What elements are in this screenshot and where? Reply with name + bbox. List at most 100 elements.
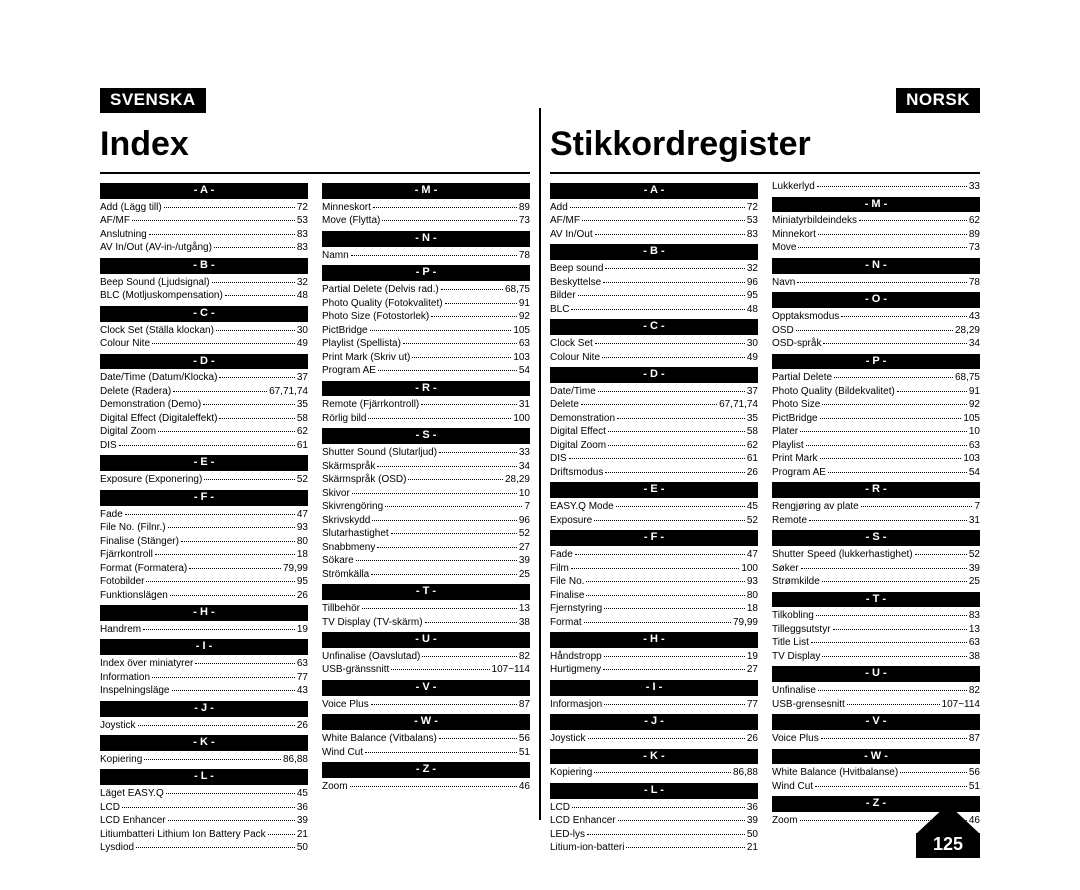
entry-page: 56 xyxy=(519,732,530,746)
entry-term: Inspelningsläge xyxy=(100,684,170,698)
entry-page: 95 xyxy=(747,289,758,303)
entry-page: 80 xyxy=(747,589,758,603)
entry-term: Hurtigmeny xyxy=(550,663,601,677)
leader-dots xyxy=(146,581,294,582)
entry-page: 27 xyxy=(747,663,758,677)
leader-dots xyxy=(815,786,967,787)
index-entry: Lukkerlyd33 xyxy=(772,180,980,194)
leader-dots xyxy=(203,404,295,405)
entry-page: 39 xyxy=(969,562,980,576)
entry-page: 61 xyxy=(747,452,758,466)
entry-term: Skärmspråk xyxy=(322,460,375,474)
entry-term: AV In/Out (AV-in-/utgång) xyxy=(100,241,212,255)
leader-dots xyxy=(595,343,745,344)
entry-term: Beep sound xyxy=(550,262,603,276)
index-entry: Skrivskydd96 xyxy=(322,514,530,528)
index-entry: TV Display (TV-skärm)38 xyxy=(322,616,530,630)
entry-term: Colour Nite xyxy=(550,351,600,365)
entry-page: 61 xyxy=(297,439,308,453)
leader-dots xyxy=(859,220,967,221)
index-entry: USB-gränssnitt107~114 xyxy=(322,663,530,677)
entry-page: 53 xyxy=(747,214,758,228)
leader-dots xyxy=(608,445,745,446)
entry-term: Rörlig bild xyxy=(322,412,366,426)
section-letter: - L - xyxy=(550,783,758,799)
leader-dots xyxy=(796,330,953,331)
entry-term: Playlist xyxy=(772,439,804,453)
section-letter: - D - xyxy=(550,367,758,383)
entry-term: Lysdiod xyxy=(100,841,134,855)
page-number: 125 xyxy=(916,833,980,858)
leader-dots xyxy=(431,316,517,317)
index-entry: Håndstropp19 xyxy=(550,650,758,664)
page-number-badge: 125 xyxy=(916,804,980,850)
lang-tag-right: NORSK xyxy=(896,88,980,113)
entry-page: 19 xyxy=(747,650,758,664)
entry-term: Add (Lägg till) xyxy=(100,201,162,215)
index-entry: Snabbmeny27 xyxy=(322,541,530,555)
leader-dots xyxy=(581,404,717,405)
entry-page: 39 xyxy=(747,814,758,828)
entry-term: File No. xyxy=(550,575,584,589)
entry-term: OSD xyxy=(772,324,794,338)
section-letter: - M - xyxy=(322,183,530,199)
index-entry: Funktionslägen26 xyxy=(100,589,308,603)
entry-term: Navn xyxy=(772,276,795,290)
entry-term: Fade xyxy=(100,508,123,522)
section-letter: - T - xyxy=(322,584,530,600)
index-entry: Partial Delete (Delvis rad.)68,75 xyxy=(322,283,530,297)
entry-page: 50 xyxy=(747,828,758,842)
leader-dots xyxy=(351,255,517,256)
index-entry: Fade47 xyxy=(100,508,308,522)
leader-dots xyxy=(219,418,294,419)
entry-term: File No. (Filnr.) xyxy=(100,521,166,535)
index-entry: Information77 xyxy=(100,671,308,685)
entry-page: 10 xyxy=(519,487,530,501)
entry-page: 48 xyxy=(747,303,758,317)
entry-term: Skivrengöring xyxy=(322,500,383,514)
entry-term: Demonstration xyxy=(550,412,615,426)
entry-term: Digital Effect (Digitaleffekt) xyxy=(100,412,217,426)
index-entry: BLC48 xyxy=(550,303,758,317)
section-letter: - B - xyxy=(100,258,308,274)
leader-dots xyxy=(382,220,517,221)
entry-term: EASY.Q Mode xyxy=(550,500,614,514)
entry-page: 28,29 xyxy=(505,473,530,487)
index-entry: Print Mark (Skriv ut)103 xyxy=(322,351,530,365)
entry-page: 50 xyxy=(297,841,308,855)
entry-term: Print Mark (Skriv ut) xyxy=(322,351,410,365)
leader-dots xyxy=(798,247,966,248)
leader-dots xyxy=(152,677,295,678)
section-letter: - M - xyxy=(772,197,980,213)
leader-dots xyxy=(362,608,517,609)
leader-dots xyxy=(900,772,967,773)
entry-term: Beskyttelse xyxy=(550,276,601,290)
entry-page: 87 xyxy=(519,698,530,712)
leader-dots xyxy=(861,506,973,507)
index-entry: Rengjøring av plate7 xyxy=(772,500,980,514)
leader-dots xyxy=(578,295,745,296)
section-letter: - K - xyxy=(100,735,308,751)
entry-term: Joystick xyxy=(100,719,136,733)
entry-page: 10 xyxy=(969,425,980,439)
entry-term: Clock Set (Ställa klockan) xyxy=(100,324,214,338)
leader-dots xyxy=(801,568,967,569)
index-entry: LCD Enhancer39 xyxy=(100,814,308,828)
entry-term: Date/Time xyxy=(550,385,596,399)
entry-term: PictBridge xyxy=(322,324,368,338)
index-entry: Anslutning83 xyxy=(100,228,308,242)
index-entry: Hurtigmeny 27 xyxy=(550,663,758,677)
index-entry: Finalise80 xyxy=(550,589,758,603)
index-entry: Beep Sound (Ljudsignal)32 xyxy=(100,276,308,290)
leader-dots xyxy=(164,207,295,208)
index-entry: USB-grensesnitt107~114 xyxy=(772,698,980,712)
entry-term: Delete xyxy=(550,398,579,412)
right-panel-norsk: NORSK Stikkordregister - A -Add72AF/MF53… xyxy=(550,88,980,860)
entry-page: 86,88 xyxy=(283,753,308,767)
index-entry: Informasjon77 xyxy=(550,698,758,712)
leader-dots xyxy=(817,186,967,187)
entry-page: 38 xyxy=(969,650,980,664)
index-entry: AF/MF53 xyxy=(100,214,308,228)
leader-dots xyxy=(371,704,517,705)
leader-dots xyxy=(797,282,967,283)
